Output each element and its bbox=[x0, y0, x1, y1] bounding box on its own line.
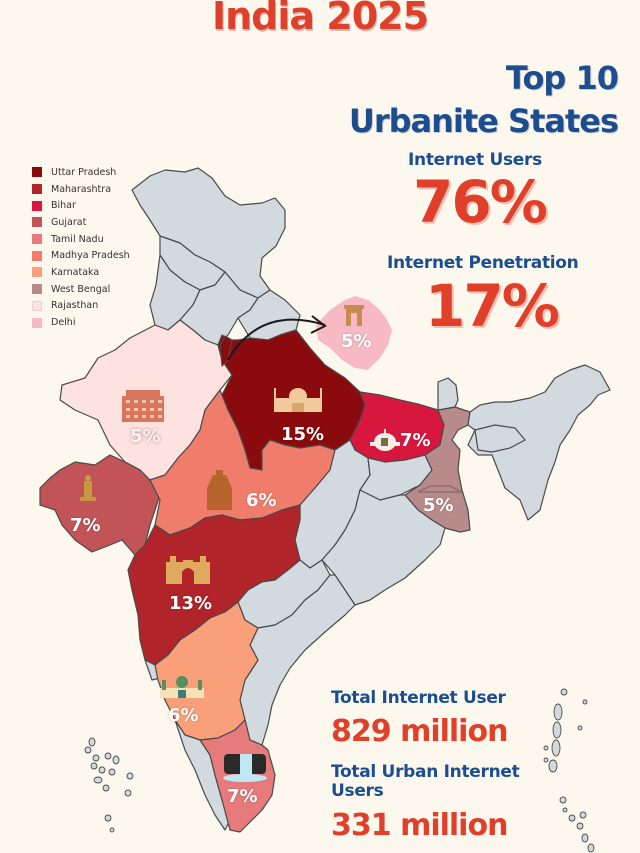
total-internet-user-value: 829 million bbox=[331, 714, 508, 749]
uttar-pradesh-percent: 15% bbox=[281, 424, 325, 445]
legend: Uttar Pradesh Maharashtra Bihar Gujarat … bbox=[32, 164, 130, 331]
legend-label: Gujarat bbox=[51, 216, 87, 228]
internet-penetration-label: Internet Penetration bbox=[387, 253, 579, 273]
state-uttar-pradesh-west-strip bbox=[219, 335, 233, 367]
legend-swatch bbox=[32, 284, 42, 295]
mysore-palace-icon bbox=[160, 676, 204, 698]
state-west-bengal bbox=[404, 406, 471, 533]
delhi-arrow bbox=[227, 318, 326, 361]
total-internet-user-label: Total Internet User bbox=[331, 688, 506, 708]
legend-swatch bbox=[32, 200, 42, 211]
maharashtra-percent: 13% bbox=[169, 593, 213, 614]
west-bengal-percent: 5% bbox=[423, 495, 454, 516]
state-northeast bbox=[467, 364, 611, 521]
india-gate-icon bbox=[344, 305, 364, 326]
total-urban-internet-users-label-1: Total Urban Internet bbox=[331, 762, 520, 782]
legend-item-tamil-nadu: Tamil Nadu bbox=[32, 231, 130, 248]
taj-mahal-icon bbox=[274, 388, 322, 412]
legend-label: Madhya Pradesh bbox=[51, 250, 130, 262]
legend-item-bihar: Bihar bbox=[32, 197, 130, 214]
gujarat-percent: 7% bbox=[70, 515, 101, 536]
legend-item-west-bengal: West Bengal bbox=[32, 281, 130, 298]
howrah-bridge-icon bbox=[417, 485, 463, 493]
stupa-icon bbox=[370, 429, 400, 451]
legend-swatch bbox=[32, 184, 42, 195]
statue-of-unity-icon bbox=[80, 475, 96, 501]
legend-item-madhya-pradesh: Madhya Pradesh bbox=[32, 247, 130, 264]
legend-label: Rajasthan bbox=[51, 300, 99, 312]
hawa-mahal-icon bbox=[122, 390, 164, 422]
legend-label: Karnataka bbox=[51, 266, 100, 278]
legend-label: Uttar Pradesh bbox=[51, 166, 117, 178]
delhi-arrow-head bbox=[310, 315, 327, 334]
tamil-nadu-percent: 7% bbox=[227, 786, 258, 807]
legend-swatch bbox=[32, 267, 42, 278]
subtitle-line-1: Top 10 bbox=[505, 59, 619, 97]
legend-label: Tamil Nadu bbox=[51, 233, 104, 245]
legend-item-uttar-pradesh: Uttar Pradesh bbox=[32, 164, 130, 181]
legend-label: West Bengal bbox=[51, 283, 111, 295]
internet-users-label: Internet Users bbox=[408, 150, 542, 170]
internet-users-value: 76% bbox=[413, 168, 548, 236]
state-sikkim bbox=[437, 377, 459, 411]
waterfall-icon bbox=[223, 754, 267, 782]
internet-penetration-value: 17% bbox=[425, 272, 560, 340]
rajasthan-percent: 5% bbox=[130, 426, 161, 447]
legend-label: Bihar bbox=[51, 200, 76, 212]
subtitle-line-2: Urbanite States bbox=[348, 102, 619, 140]
bihar-percent: 7% bbox=[400, 430, 431, 451]
total-urban-internet-users-value: 331 million bbox=[331, 808, 508, 843]
total-urban-internet-users-label-2: Users bbox=[331, 781, 384, 801]
delhi-percent: 5% bbox=[341, 331, 372, 352]
state-delhi-inset bbox=[316, 296, 392, 370]
legend-swatch bbox=[32, 250, 42, 261]
gateway-of-india-icon bbox=[166, 556, 210, 584]
legend-item-gujarat: Gujarat bbox=[32, 214, 130, 231]
legend-item-delhi: Delhi bbox=[32, 314, 130, 331]
legend-swatch bbox=[32, 234, 42, 245]
madhya-pradesh-percent: 6% bbox=[246, 490, 277, 511]
legend-swatch bbox=[32, 300, 42, 311]
page-title: India 2025 bbox=[211, 0, 429, 38]
legend-swatch bbox=[32, 167, 42, 178]
karnataka-percent: 6% bbox=[168, 705, 199, 726]
legend-swatch bbox=[32, 217, 42, 228]
temple-icon bbox=[207, 470, 232, 510]
legend-swatch bbox=[32, 317, 42, 328]
legend-item-maharashtra: Maharashtra bbox=[32, 181, 130, 198]
legend-item-rajasthan: Rajasthan bbox=[32, 298, 130, 315]
state-odisha bbox=[321, 489, 446, 606]
state-meghalaya bbox=[474, 424, 526, 453]
legend-item-karnataka: Karnataka bbox=[32, 264, 130, 281]
legend-label: Delhi bbox=[51, 317, 76, 329]
legend-label: Maharashtra bbox=[51, 183, 112, 195]
